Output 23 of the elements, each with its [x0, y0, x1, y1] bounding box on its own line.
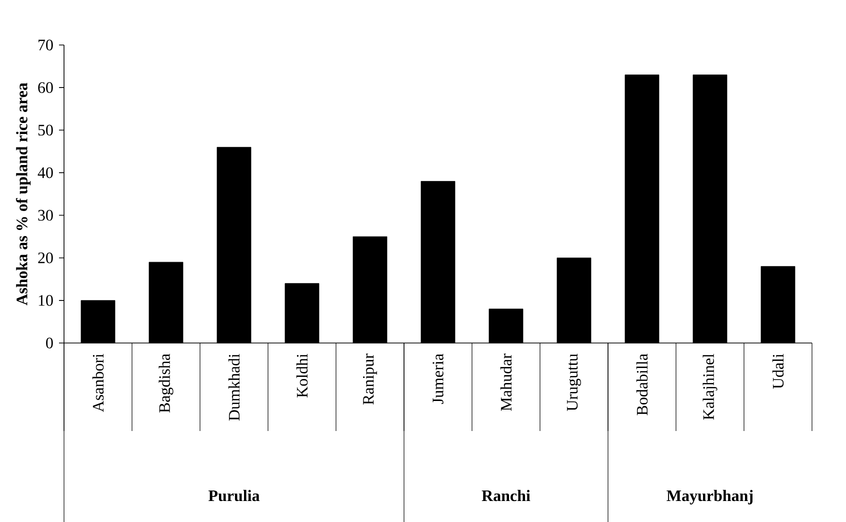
text: Ranchi: [482, 490, 530, 502]
y-tick-label: 70: [38, 40, 53, 50]
x-tick-label: Mahudar: [500, 354, 512, 411]
y-tick-label: 0: [46, 338, 53, 348]
y-tick-label: 10: [38, 295, 53, 306]
x-tick-label: Jumeria: [432, 354, 444, 404]
text: Mayurbhanj: [666, 490, 753, 504]
y-tick-label: 40: [38, 167, 53, 178]
y-axis-title: Ashoka as % of upland rice area: [16, 82, 31, 306]
x-tick-label: Udali: [772, 354, 784, 389]
x-tick-label: Ranipur: [363, 354, 377, 405]
x-tick-label: Bagdisha: [158, 354, 174, 413]
y-tick-label: 60: [38, 82, 53, 93]
x-tick-label: Uruguttu: [567, 354, 581, 411]
y-tick-label: 50: [38, 124, 53, 136]
y-tick-label: 20: [38, 252, 53, 264]
x-tick-label: Asanbori: [92, 354, 104, 412]
x-tick-label: Koldhi: [296, 354, 308, 398]
x-tick-label: Dumkhadi: [228, 354, 240, 421]
x-tick-label: Bodabilla: [636, 354, 648, 416]
text: Purulia: [208, 490, 260, 502]
x-tick-label: Kalajhinel: [702, 354, 718, 420]
y-tick-label: 30: [38, 210, 53, 221]
